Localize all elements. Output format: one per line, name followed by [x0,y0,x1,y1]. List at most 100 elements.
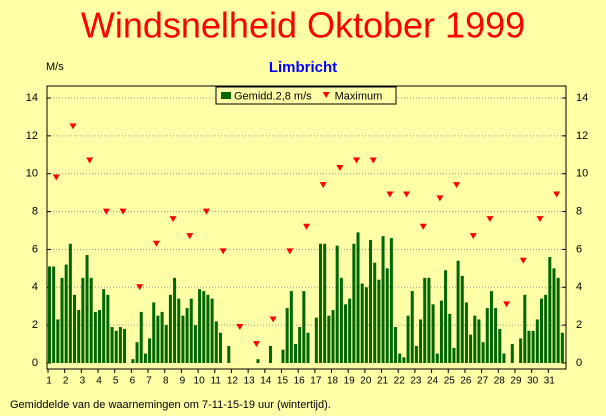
bar [544,294,548,363]
max-marker [353,157,361,164]
max-marker [303,223,310,230]
x-tick-label: 19 [344,376,356,387]
bar [473,315,477,363]
bar [123,328,127,363]
bar [98,310,102,363]
y2-tick-label: 0 [576,357,582,369]
max-marker [286,248,294,255]
y2-tick-label: 10 [576,168,588,180]
bar [406,315,410,363]
bar [339,277,343,363]
bar [452,347,456,363]
max-marker [319,182,327,189]
bar [193,325,197,363]
bar [306,332,310,363]
bar [502,353,506,363]
bar [548,257,552,363]
bar [352,243,356,363]
x-tick-label: 26 [460,376,472,387]
bar [52,266,56,363]
bar [168,294,172,363]
bar [369,239,373,363]
max-marker [486,216,494,223]
bar [414,345,418,363]
y-tick-label: 10 [26,168,38,180]
max-marker [69,123,77,130]
legend-box [215,86,397,105]
x-tick-label: 4 [96,376,102,387]
bar [381,236,385,363]
max-marker [169,216,177,223]
y-tick-label: 2 [32,319,38,331]
bar [485,308,489,363]
bar [114,330,118,363]
bar [448,313,452,363]
legend-swatch [322,92,330,98]
bar [556,277,560,363]
x-tick-label: 18 [327,376,339,387]
bar [335,245,339,363]
max-marker [503,301,511,308]
max-marker [369,157,377,164]
bar [73,294,77,363]
bar [523,294,527,363]
bar [519,338,523,363]
y2-tick-label: 8 [576,205,582,217]
y-tick-label: 0 [32,357,38,369]
bar [68,243,72,363]
legend-label: Gemidd.2,8 m/s [234,90,312,102]
bar [60,277,64,363]
max-marker [453,182,461,189]
x-tick-label: 11 [211,376,222,387]
max-marker [519,257,527,264]
bar [110,327,114,363]
chart-subtitle: Limbricht [269,59,337,76]
bar [143,353,147,363]
x-tick-label: 14 [260,376,272,387]
bar [177,298,181,363]
x-tick-label: 30 [527,376,539,387]
bar [256,359,260,363]
bar [560,332,564,363]
bar [552,268,556,363]
legend-label: Maximum [335,90,383,102]
y2-tick-label: 4 [576,281,582,293]
x-tick-label: 17 [310,376,322,387]
bar [156,315,160,363]
y-tick-label: 12 [26,130,38,142]
bar [289,291,293,363]
max-marker [102,208,110,215]
max-marker [219,248,227,255]
bar [81,277,85,363]
max-marker [152,240,160,247]
bar [498,328,502,363]
bar [152,302,156,363]
x-tick-label: 8 [163,376,169,387]
bar [435,353,439,363]
x-tick-label: 5 [113,376,119,387]
bar [539,298,543,363]
bar [93,311,97,363]
bar [385,268,389,363]
bar [268,345,272,363]
bar [364,287,368,363]
bar [360,283,364,363]
bar [456,260,460,363]
bar [402,357,406,363]
max-marker [252,341,260,348]
chart-title: Windsnelheid Oktober 1999 [81,5,525,46]
x-tick-label: 6 [130,376,136,387]
x-tick-label: 7 [146,376,152,387]
y-tick-label: 6 [32,243,38,255]
x-tick-label: 13 [244,376,256,387]
max-marker [136,284,144,291]
x-tick-label: 24 [427,376,439,387]
max-marker [469,233,477,240]
bar [64,264,68,363]
max-marker [52,174,60,181]
y2-tick-label: 14 [576,92,588,104]
bar [314,317,318,363]
bar [285,308,289,363]
bar [398,353,402,363]
x-tick-label: 1 [46,376,52,387]
